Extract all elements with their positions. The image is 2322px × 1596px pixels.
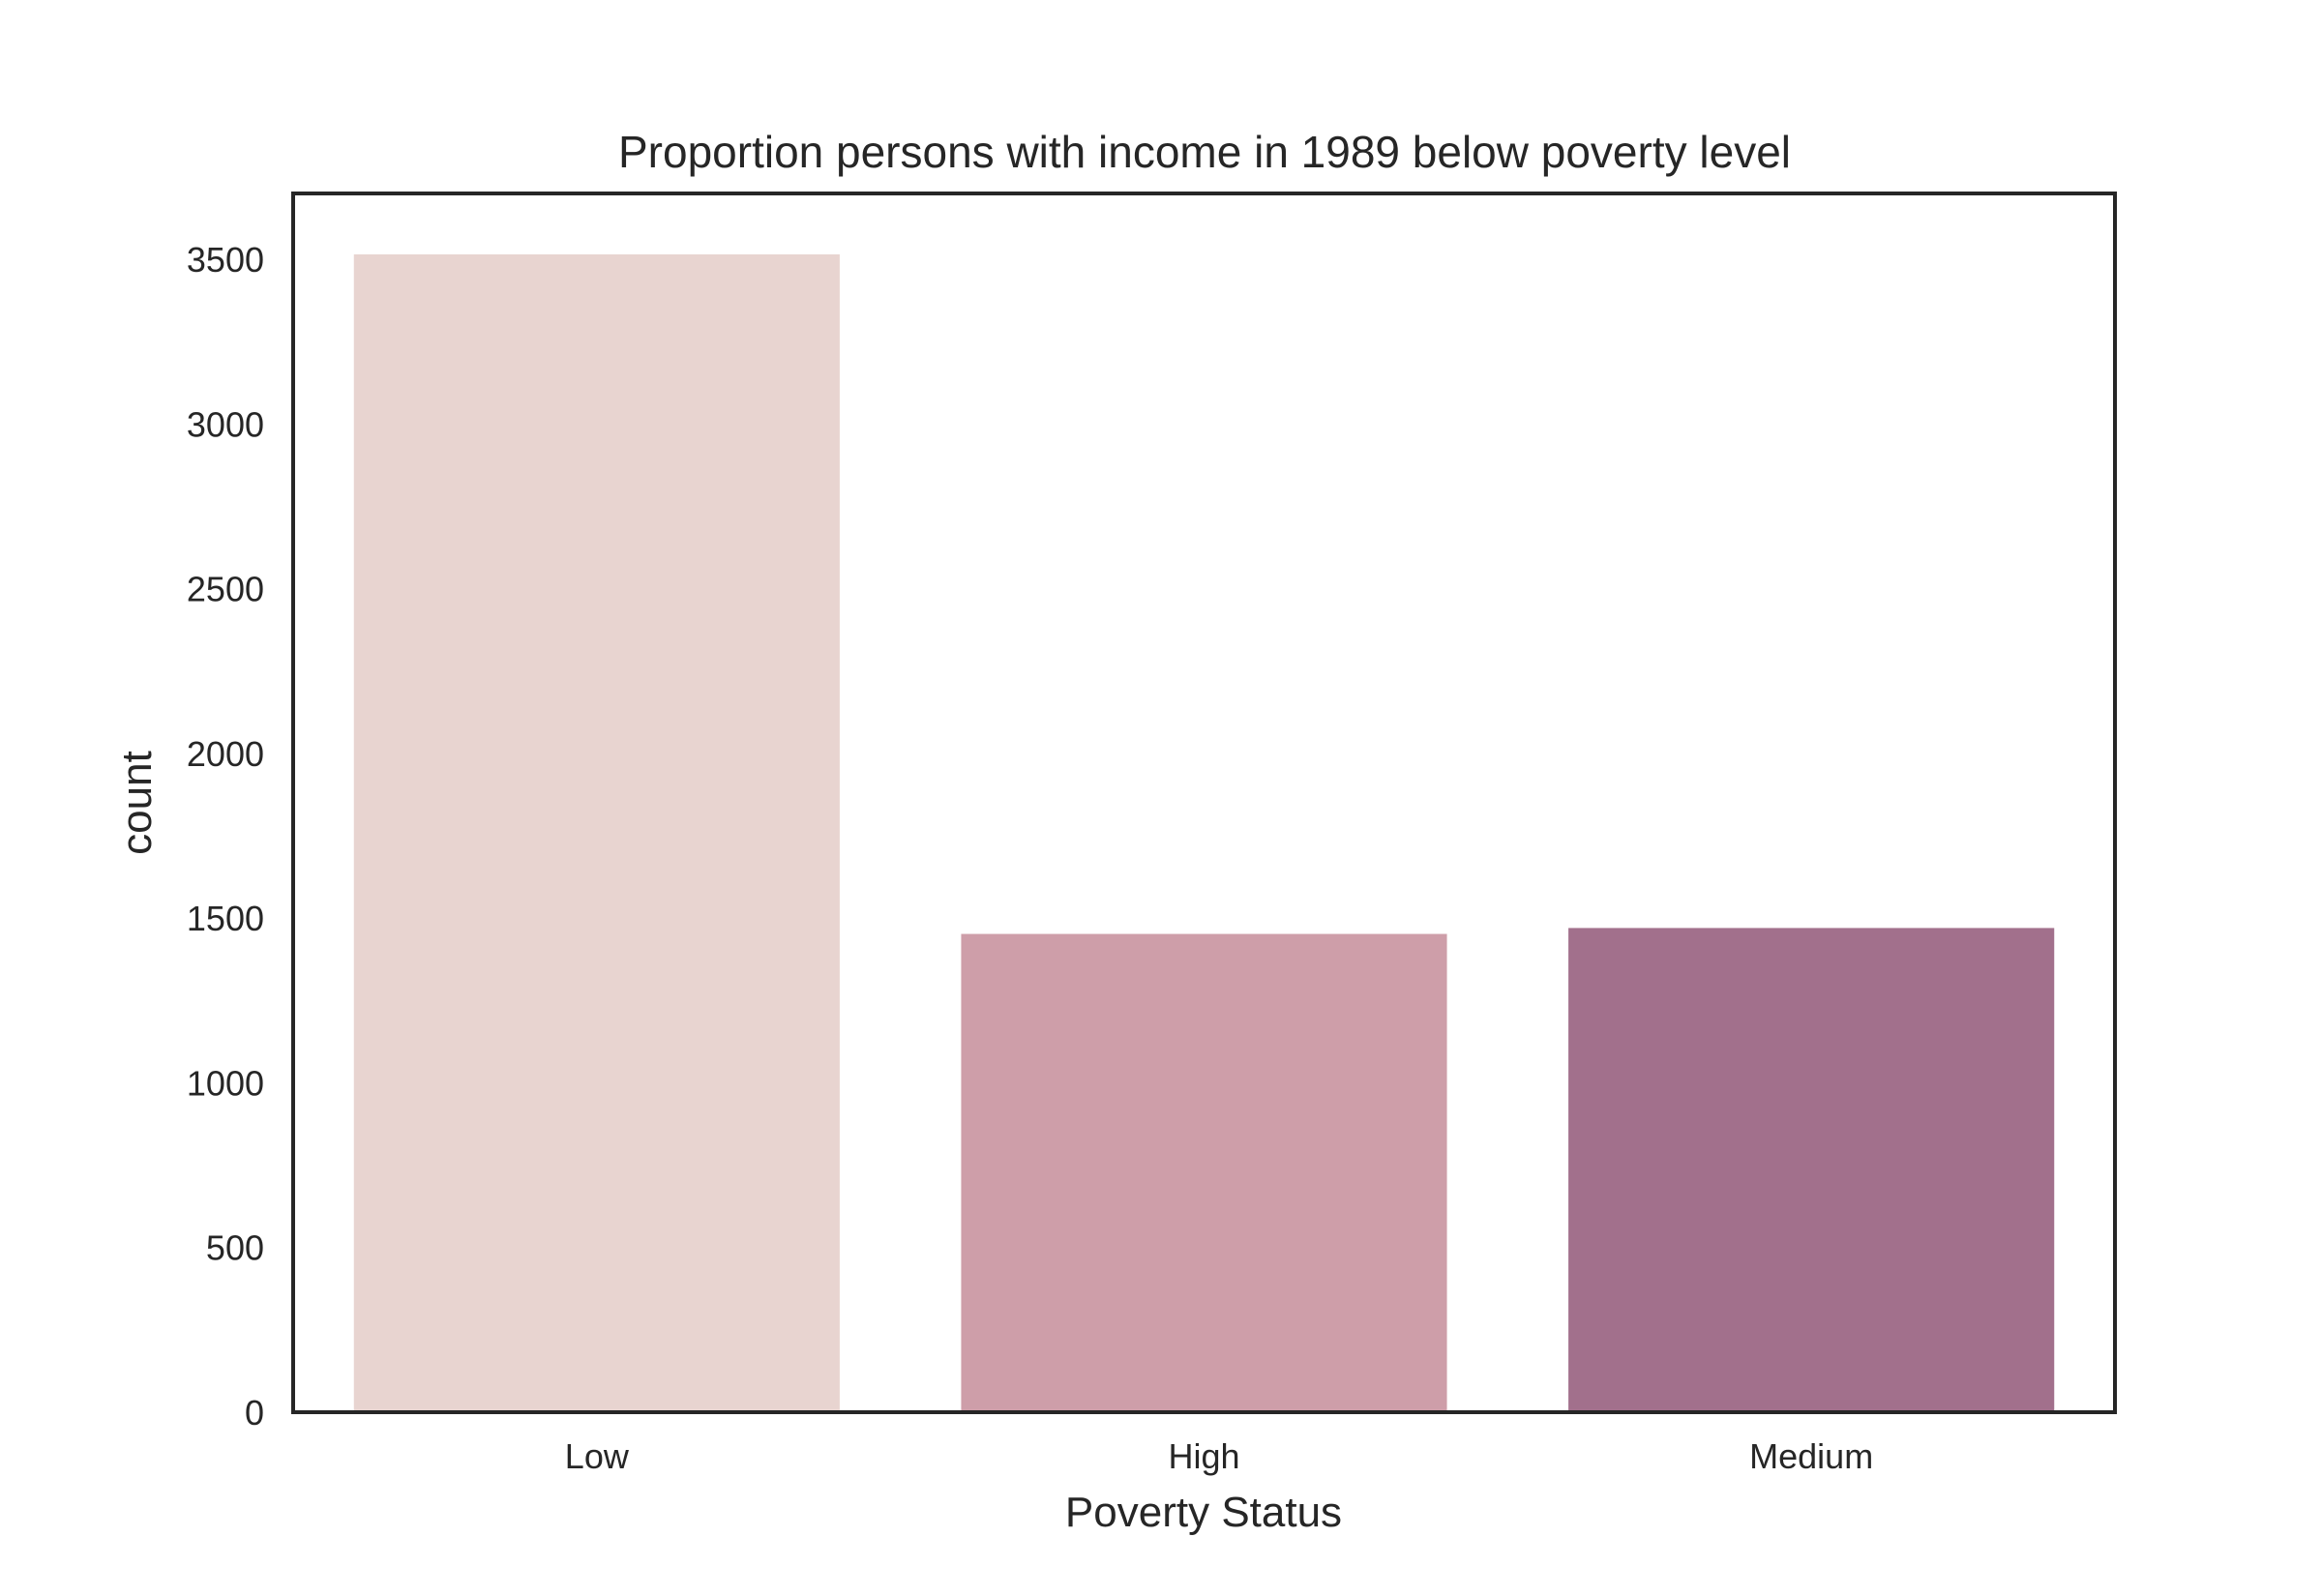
y-tick-label: 3500 xyxy=(187,240,264,280)
y-tick-label: 2500 xyxy=(187,570,264,609)
bar-low xyxy=(353,254,840,1412)
plot-frame xyxy=(291,192,2117,1414)
x-tick-label: Medium xyxy=(1749,1436,1873,1476)
y-tick-label: 2000 xyxy=(187,734,264,774)
x-tick-label: Low xyxy=(565,1436,630,1476)
bar-high xyxy=(961,933,1447,1412)
chart-title: Proportion persons with income in 1989 b… xyxy=(618,127,1791,177)
y-tick-label: 500 xyxy=(206,1228,264,1268)
x-tick-label: High xyxy=(1168,1436,1239,1476)
bar-medium xyxy=(1568,928,2055,1412)
x-axis-label: Poverty Status xyxy=(1065,1489,1342,1536)
y-tick-label: 0 xyxy=(245,1393,264,1433)
x-axis-ticks: Low High Medium xyxy=(565,1436,1873,1476)
bars-group xyxy=(353,254,2055,1412)
y-tick-label: 1000 xyxy=(187,1063,264,1103)
y-axis-label: count xyxy=(113,751,161,855)
y-axis-ticks: 0 500 1000 1500 2000 2500 3000 3500 xyxy=(187,240,264,1433)
y-tick-label: 3000 xyxy=(187,404,264,444)
y-tick-label: 1500 xyxy=(187,899,264,938)
